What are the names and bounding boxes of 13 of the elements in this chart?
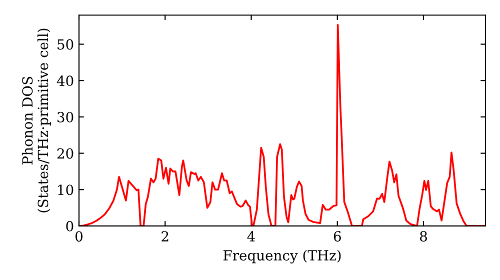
x-tick-label: 8 — [420, 231, 427, 242]
y-tick-label: 40 — [56, 76, 74, 86]
x-tick-label: 4 — [247, 231, 255, 242]
y-tick-label: 30 — [58, 112, 74, 122]
y-tick-label: 0 — [66, 220, 74, 232]
x-tick-label: 2 — [162, 231, 168, 242]
y-tick-label: 20 — [57, 148, 74, 159]
y-axis-title: Phonon DOS (States/THz·primitive cell) — [22, 28, 51, 212]
x-axis-title: Frequency (THz) — [223, 250, 341, 264]
y-tick-label: 10 — [58, 184, 74, 196]
x-tick-label: 6 — [334, 231, 341, 242]
x-tick-label: 0 — [75, 231, 82, 242]
y-tick-label: 50 — [58, 39, 74, 50]
